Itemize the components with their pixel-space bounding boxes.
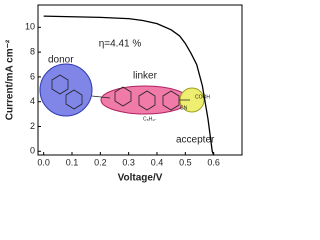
accepter-label: accepter — [176, 135, 215, 146]
y-tick-label: 2 — [30, 121, 35, 131]
x-axis-label: Voltage/V — [118, 173, 163, 184]
linker-label: linker — [133, 71, 158, 82]
cn-label: CN — [180, 105, 188, 111]
alkyl-label: C₈H₁₇ — [143, 116, 156, 122]
y-tick-label: 10 — [25, 22, 35, 32]
curve — [43, 15, 215, 156]
x-tick-label: 0.3 — [122, 157, 135, 167]
linker-shape — [100, 85, 190, 115]
y-tick-label: 0 — [30, 146, 35, 156]
y-tick-label: 4 — [30, 96, 35, 106]
molecule-inset — [39, 63, 205, 117]
efficiency-label: η=4.41 % — [99, 39, 142, 50]
y-axis-label: Current/mA cm⁻² — [5, 39, 16, 120]
x-tick-label: 0.1 — [66, 157, 79, 167]
chart: η=4.41 % donor linker accepter COOH CN C… — [5, 4, 243, 184]
molecule-bonds — [51, 74, 190, 111]
x-tick-label: 0.2 — [94, 157, 107, 167]
x-tick-label: 0.4 — [151, 157, 164, 167]
y-tick-label: 6 — [30, 71, 35, 81]
x-tick-label: 0.0 — [37, 157, 50, 167]
y-tick-label: 8 — [30, 46, 35, 56]
donor-label: donor — [48, 55, 74, 66]
x-tick-label: 0.5 — [179, 157, 192, 167]
x-tick-label: 0.6 — [207, 157, 220, 167]
cooh-label: COOH — [195, 94, 210, 100]
plot-frame — [37, 4, 243, 156]
